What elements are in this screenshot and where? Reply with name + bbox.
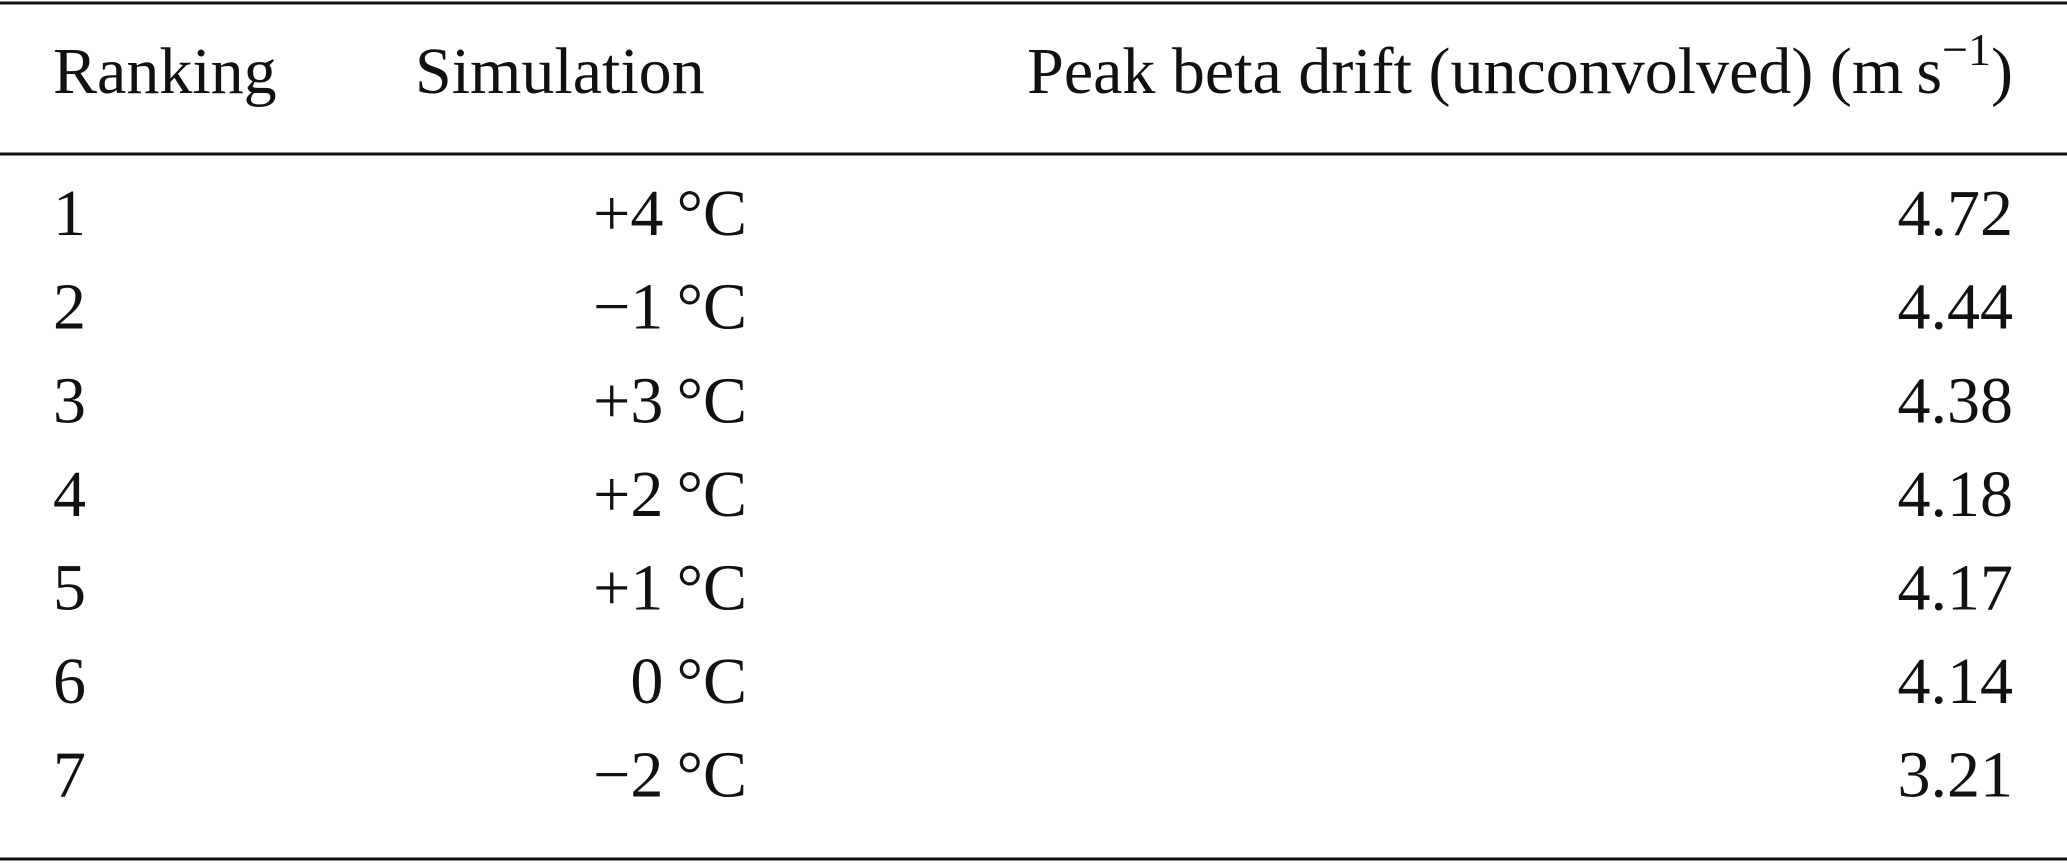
simulation-cell: −2 °C: [593, 739, 747, 812]
peak-cell: 4.14: [1898, 645, 2014, 718]
ranking-cell: 5: [53, 552, 86, 625]
header-peak-close: ): [1991, 35, 2013, 108]
ranking-cell: 7: [53, 739, 86, 812]
peak-cell: 3.21: [1898, 739, 2014, 812]
peak-cell: 4.38: [1898, 364, 2014, 437]
simulation-cell: +3 °C: [593, 364, 747, 437]
simulation-cell: +2 °C: [593, 458, 747, 531]
ranking-cell: 4: [53, 458, 86, 531]
header-peak: Peak beta drift (unconvolved) (m s−1): [1027, 24, 2013, 109]
ranking-cell: 1: [53, 177, 86, 250]
ranking-cell: 3: [53, 364, 86, 437]
simulation-cell: 0 °C: [630, 645, 747, 718]
header-ranking: Ranking: [53, 35, 277, 108]
ranking-cell: 6: [53, 645, 86, 718]
header-peak-sup: −1: [1942, 24, 1991, 75]
simulation-cell: +4 °C: [593, 177, 747, 250]
peak-cell: 4.44: [1898, 271, 2014, 344]
simulation-cell: −1 °C: [593, 271, 747, 344]
header-peak-text: Peak beta drift (unconvolved) (m s: [1027, 35, 1942, 108]
header-simulation: Simulation: [415, 35, 705, 108]
simulation-cell: +1 °C: [593, 552, 747, 625]
ranking-cell: 2: [53, 271, 86, 344]
peak-cell: 4.18: [1898, 458, 2014, 531]
peak-cell: 4.72: [1898, 177, 2014, 250]
peak-cell: 4.17: [1898, 552, 2014, 625]
